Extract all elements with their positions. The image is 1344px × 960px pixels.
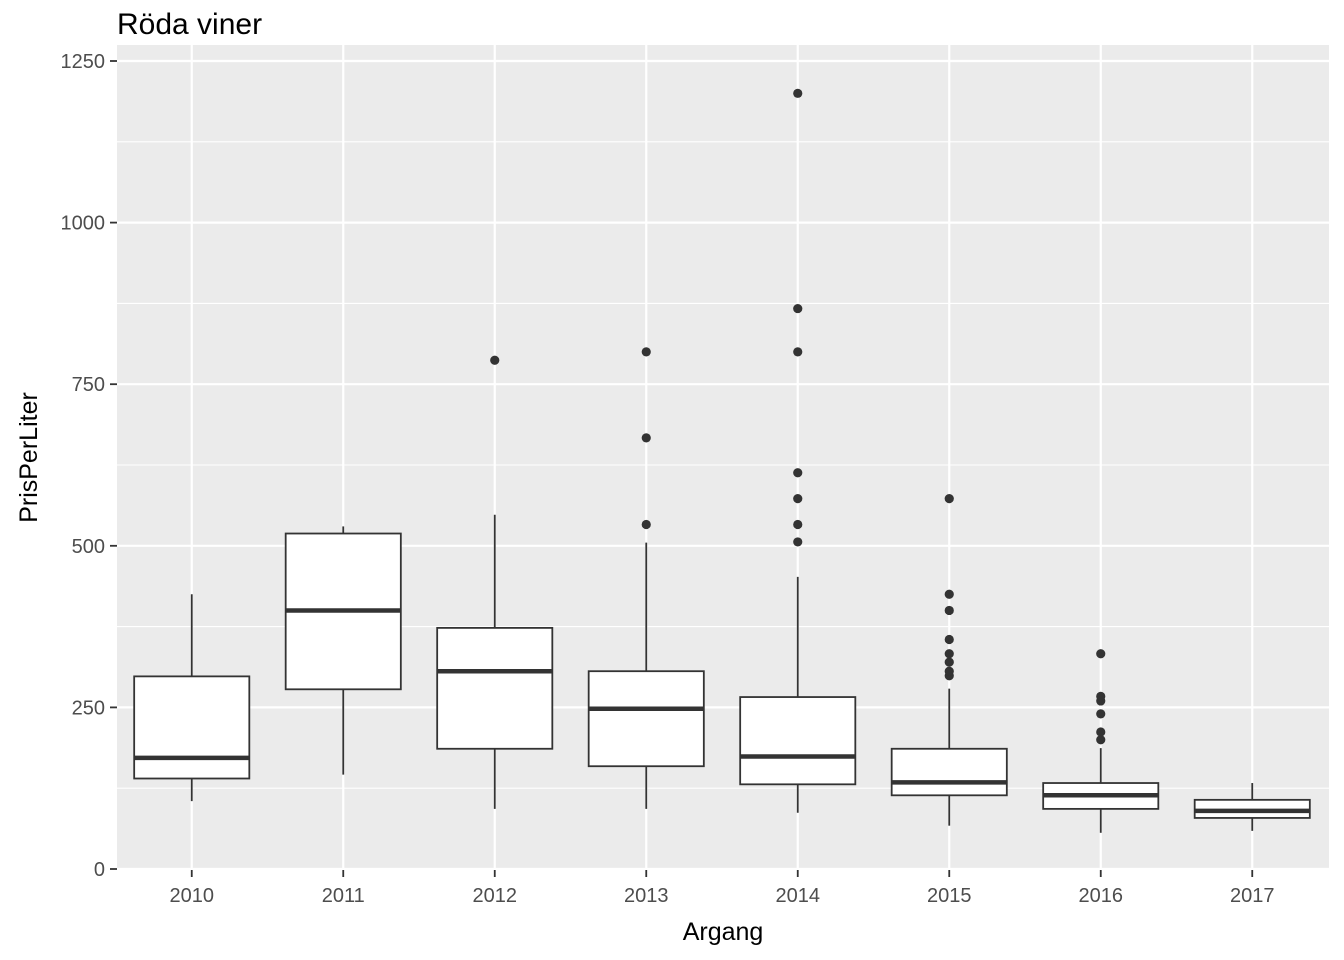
grid-lines <box>117 45 1329 871</box>
outlier-point <box>793 88 803 98</box>
y-tick-label: 1250 <box>61 51 106 73</box>
outlier-point <box>944 649 954 659</box>
y-tick-label: 1000 <box>61 213 106 235</box>
outlier-point <box>944 634 954 645</box>
x-tick-label: 2014 <box>776 885 821 907</box>
outlier-point <box>1096 727 1106 737</box>
y-axis-title: PrisPerLiter <box>15 392 43 523</box>
outlier-point <box>1096 735 1106 745</box>
outlier-point <box>641 433 651 443</box>
y-tick-label: 250 <box>72 697 105 719</box>
outlier-point <box>944 589 954 599</box>
boxes-layer <box>133 88 1311 833</box>
outlier-point <box>944 657 954 667</box>
box-group-2011 <box>284 526 402 775</box>
box-group-2016 <box>1042 649 1160 833</box>
outlier-point <box>793 303 803 314</box>
box-iqr <box>890 747 1008 797</box>
x-tick-label: 2010 <box>170 885 215 907</box>
outlier-point <box>793 519 803 530</box>
x-tick-label: 2016 <box>1079 885 1124 907</box>
box-group-2015 <box>890 494 1008 826</box>
box-group-2017 <box>1193 783 1311 831</box>
box-iqr <box>587 670 705 768</box>
chart-title: Röda viner <box>117 8 263 41</box>
x-tick-label: 2017 <box>1230 885 1275 907</box>
box-iqr <box>133 675 251 780</box>
y-tick-label: 500 <box>72 536 105 558</box>
outlier-point <box>641 519 651 530</box>
outlier-point <box>944 666 954 676</box>
outlier-point <box>641 347 651 357</box>
outlier-point <box>490 355 500 365</box>
plot-panel <box>117 45 1329 870</box>
outlier-point <box>793 537 803 547</box>
outlier-point <box>1096 691 1106 702</box>
box-group-2013 <box>587 347 705 809</box>
y-tick-label: 750 <box>72 374 105 396</box>
outlier-point <box>944 605 954 616</box>
box-group-2012 <box>436 355 554 809</box>
outlier-point <box>793 494 803 504</box>
box-iqr <box>436 626 554 750</box>
x-tick-label: 2012 <box>473 885 518 907</box>
outlier-point <box>793 468 803 478</box>
box-group-2010 <box>133 594 251 802</box>
x-tick-label: 2011 <box>322 885 365 907</box>
outlier-point <box>1096 709 1106 719</box>
outlier-point <box>1096 649 1106 659</box>
x-axis-title: Argang <box>683 918 764 946</box>
box-iqr <box>739 696 857 786</box>
x-tick-label: 2015 <box>927 885 972 907</box>
outlier-point <box>793 347 803 357</box>
axes-layer: 0 250 500 750 1000 1250 2010 2011 2012 2013 2014 20… <box>61 51 1275 907</box>
outlier-point <box>944 494 954 504</box>
x-tick-label: 2013 <box>624 885 669 907</box>
y-tick-label: 0 <box>94 859 105 881</box>
box-group-2014 <box>739 88 857 813</box>
